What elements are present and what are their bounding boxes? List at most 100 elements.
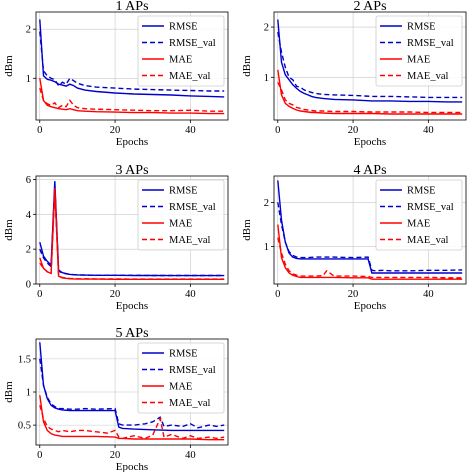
panel-title: 3 APs xyxy=(115,163,148,178)
legend-label: MAE xyxy=(407,55,430,66)
legend-label: MAE xyxy=(169,55,192,66)
legend-label: MAE_val xyxy=(407,71,448,82)
series-group xyxy=(39,342,225,441)
legend-label: MAE_val xyxy=(169,398,210,409)
series-group xyxy=(277,180,463,280)
y-tick-label: 0 xyxy=(26,280,31,291)
legend: RMSE RMSE_val MAE MAE_val xyxy=(375,179,463,251)
legend-box xyxy=(137,179,225,251)
series-line-mae xyxy=(277,69,463,115)
y-tick-label: 0.5 xyxy=(18,421,31,432)
legend-label: MAE_val xyxy=(169,71,210,82)
legend-label: MAE xyxy=(169,382,192,393)
legend-label: RMSE_val xyxy=(169,365,216,376)
series-group xyxy=(277,19,463,115)
y-tick-label: 1 xyxy=(26,388,31,399)
x-tick-label: 40 xyxy=(185,289,196,300)
x-tick-label: 20 xyxy=(110,125,121,136)
y-axis-label: dBm xyxy=(3,55,15,77)
legend-box xyxy=(375,15,463,87)
panel-title: 5 APs xyxy=(115,326,148,341)
x-tick-label: 0 xyxy=(275,289,280,300)
panel-title: 2 APs xyxy=(353,0,386,14)
legend-box xyxy=(137,15,225,87)
y-tick-label: 4 xyxy=(26,210,32,221)
plot-frame xyxy=(35,175,229,285)
x-tick-label: 20 xyxy=(110,450,121,461)
x-tick-label: 0 xyxy=(37,125,42,136)
y-tick-label: 2 xyxy=(264,198,269,209)
y-tick-label: 2 xyxy=(264,23,269,34)
plot-frame xyxy=(35,11,229,121)
x-tick-label: 0 xyxy=(37,289,42,300)
x-axis-label: Epochs xyxy=(354,300,386,312)
legend: RMSE RMSE_val MAE MAE_val xyxy=(137,15,225,87)
series-line-rmse xyxy=(39,19,225,98)
legend: RMSE RMSE_val MAE MAE_val xyxy=(137,179,225,251)
x-tick-label: 40 xyxy=(423,125,434,136)
series-line-rmse xyxy=(277,19,463,103)
y-tick-label: 1 xyxy=(26,74,31,85)
legend-box xyxy=(137,342,225,414)
y-axis-label: dBm xyxy=(3,219,15,241)
panel-1: 0 20 40 1 2 1 APs Epochs dBm RMSE RMSE_val MAE MAE_… xyxy=(3,0,229,148)
legend-label: MAE_val xyxy=(407,235,448,246)
legend: RMSE RMSE_val MAE MAE_val xyxy=(375,15,463,87)
panel-5: 0 20 40 0.5 1 1.5 5 APs Epochs dBm RMSE RMSE_val MA… xyxy=(3,326,229,472)
plot-frame xyxy=(273,11,467,121)
series-line-mae-val xyxy=(277,81,463,114)
y-axis-label: dBm xyxy=(3,381,15,403)
panel-2: 0 20 40 1 2 2 APs Epochs dBm RMSE RMSE_val MAE MAE_… xyxy=(241,0,467,148)
series-line-rmse-val xyxy=(39,31,225,92)
legend: RMSE RMSE_val MAE MAE_val xyxy=(137,342,225,414)
y-axis-label: dBm xyxy=(241,219,253,241)
x-tick-label: 0 xyxy=(37,450,42,461)
legend-label: RMSE xyxy=(407,22,436,33)
panel-title: 1 APs xyxy=(115,0,148,14)
y-tick-label: 1 xyxy=(264,73,269,84)
series-line-mae xyxy=(39,78,225,115)
series-line-mae-val xyxy=(39,191,225,280)
panel-3: 0 20 40 0 2 4 6 3 APs Epochs dBm RMSE RMSE_val MAE MA… xyxy=(3,163,229,312)
x-axis-label: Epochs xyxy=(116,300,148,312)
y-tick-label: 1.5 xyxy=(18,354,31,365)
x-tick-label: 20 xyxy=(348,125,359,136)
legend-label: RMSE xyxy=(407,186,436,197)
legend-label: RMSE_val xyxy=(169,38,216,49)
plot-frame xyxy=(273,175,467,285)
y-tick-label: 2 xyxy=(26,25,31,36)
x-tick-label: 40 xyxy=(423,289,434,300)
legend-label: RMSE_val xyxy=(407,38,454,49)
series-line-mae xyxy=(39,395,225,441)
y-tick-label: 6 xyxy=(26,175,31,186)
series-group xyxy=(39,181,225,280)
series-line-rmse-val xyxy=(39,186,225,277)
series-group xyxy=(39,19,225,115)
legend-label: RMSE xyxy=(169,22,198,33)
legend-label: MAE_val xyxy=(169,235,210,246)
x-axis-label: Epochs xyxy=(116,461,148,472)
x-tick-label: 0 xyxy=(275,125,280,136)
y-tick-label: 2 xyxy=(26,245,31,256)
series-line-rmse-val xyxy=(39,358,225,429)
y-axis-label: dBm xyxy=(241,55,253,77)
x-tick-label: 40 xyxy=(185,450,196,461)
series-line-mae xyxy=(277,224,463,280)
x-tick-label: 40 xyxy=(185,125,196,136)
x-axis-label: Epochs xyxy=(116,136,148,148)
legend-label: RMSE xyxy=(169,186,198,197)
x-tick-label: 20 xyxy=(110,289,121,300)
legend-label: RMSE_val xyxy=(169,202,216,213)
panel-title: 4 APs xyxy=(353,163,386,178)
legend-label: RMSE xyxy=(169,349,198,360)
x-axis-label: Epochs xyxy=(354,136,386,148)
series-line-mae-val xyxy=(39,87,225,112)
series-line-rmse xyxy=(39,342,225,432)
y-tick-label: 1 xyxy=(264,242,269,253)
series-line-mae-val xyxy=(39,405,225,440)
legend-label: MAE xyxy=(169,219,192,230)
panel-4: 0 20 40 1 2 4 APs Epochs dBm RMSE RMSE_val MAE MAE_… xyxy=(241,163,467,312)
series-line-mae-val xyxy=(277,237,463,279)
series-line-rmse-val xyxy=(277,31,463,99)
